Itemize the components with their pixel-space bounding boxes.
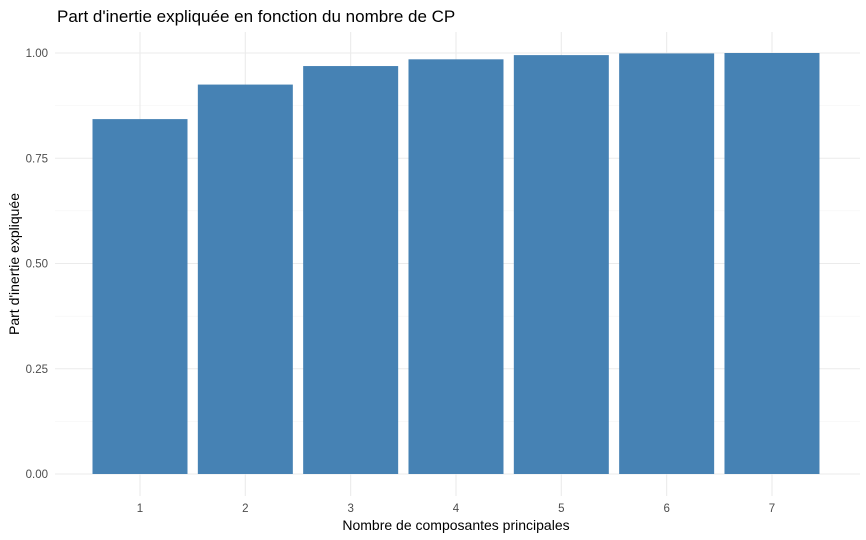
- y-axis-title: Part d'inertie expliquée: [6, 193, 22, 335]
- x-axis-title: Nombre de composantes principales: [342, 517, 569, 533]
- y-tick-label: 0.50: [26, 259, 48, 271]
- bar-2: [197, 84, 293, 474]
- x-tick-label: 5: [558, 503, 564, 515]
- bar-6: [619, 53, 715, 475]
- y-tick-label: 0.00: [26, 469, 48, 481]
- bar-7: [724, 53, 820, 474]
- x-axis-ticks: 1 2 3 4 5 6 7: [137, 503, 775, 515]
- x-tick-label: 6: [663, 503, 669, 515]
- x-tick-label: 4: [453, 503, 460, 515]
- y-tick-label: 0.25: [26, 364, 48, 376]
- bar-3: [303, 66, 399, 475]
- x-tick-label: 1: [137, 503, 143, 515]
- bar-1: [92, 119, 188, 475]
- y-tick-label: 1.00: [26, 48, 48, 60]
- y-tick-label: 0.75: [26, 153, 48, 165]
- x-tick-label: 2: [242, 503, 248, 515]
- y-axis-ticks: 0.00 0.25 0.50 0.75 1.00: [26, 48, 48, 481]
- bar-5: [513, 55, 609, 474]
- bars: [92, 53, 820, 475]
- x-tick-label: 7: [769, 503, 775, 515]
- chart-title: Part d'inertie expliquée en fonction du …: [57, 7, 455, 26]
- x-tick-label: 3: [347, 503, 353, 515]
- bar-4: [408, 59, 504, 474]
